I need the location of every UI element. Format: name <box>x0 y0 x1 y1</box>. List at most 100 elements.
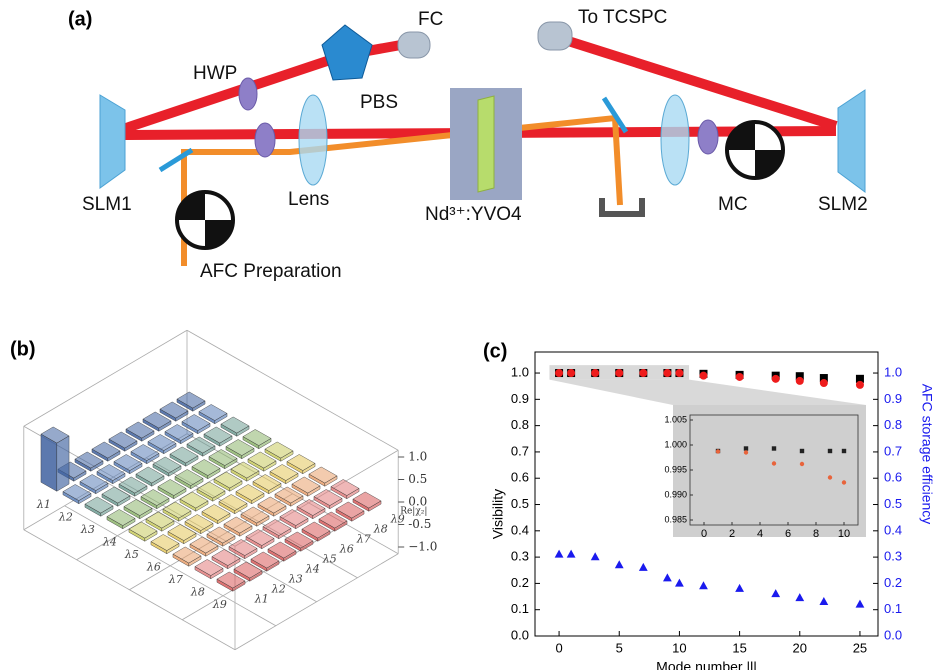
x-tick-label: 15 <box>732 640 746 655</box>
x-tick-label: 10 <box>672 640 686 655</box>
y2-tick-label: 0.2 <box>884 575 902 590</box>
point <box>820 379 828 387</box>
point <box>842 449 846 453</box>
y2-tick-label: 0.1 <box>884 601 902 616</box>
point <box>615 369 623 377</box>
component-label: To TCSPC <box>578 7 667 28</box>
x-tick-label: 0 <box>555 640 562 655</box>
point <box>615 560 624 568</box>
z-tick-label: −1.0 <box>408 540 437 554</box>
point <box>819 597 828 605</box>
panel-label: (a) <box>68 8 92 30</box>
col-label: λ5 <box>322 552 337 565</box>
point <box>699 372 707 380</box>
bar-side <box>57 436 69 491</box>
point <box>591 552 600 560</box>
zoom-funnel <box>549 380 866 405</box>
point <box>800 462 804 466</box>
point <box>744 450 748 454</box>
z-tick-label: 1.0 <box>408 450 427 464</box>
y-tick-label: 0.7 <box>511 443 529 458</box>
point <box>842 480 846 484</box>
y-axis-label: Visibility <box>490 489 506 539</box>
z-tick-label: 0.5 <box>408 472 427 486</box>
setup-diagram: (a) FC To TCSPC HWP PBS SLM1 Lens Nd³⁺:Y… <box>68 7 868 282</box>
component-label: Lens <box>288 189 329 210</box>
point <box>675 579 684 587</box>
col-label: λ7 <box>356 532 371 545</box>
y-tick-label: 0.8 <box>511 417 529 432</box>
z-tick-label: -0.5 <box>408 517 431 531</box>
point <box>591 369 599 377</box>
lens <box>299 95 327 185</box>
y-tick-label: 0.9 <box>511 391 529 406</box>
point <box>856 600 865 608</box>
point <box>796 377 804 385</box>
y2-tick-label: 0.7 <box>884 443 902 458</box>
inset-background <box>673 405 866 537</box>
y-tick-label: 0.0 <box>511 627 529 642</box>
y-tick-label: 0.5 <box>511 496 529 511</box>
y2-tick-label: 0.5 <box>884 496 902 511</box>
col-label: λ3 <box>288 572 303 585</box>
y2-tick-label: 0.9 <box>884 391 902 406</box>
point <box>555 550 564 558</box>
inset-x-tick-label: 10 <box>838 528 850 540</box>
col-label: λ1 <box>254 592 269 605</box>
crystal <box>478 96 494 192</box>
waveplate <box>698 120 718 154</box>
point <box>800 449 804 453</box>
row-label: λ3 <box>80 523 95 536</box>
coupler <box>398 32 430 58</box>
series <box>555 550 865 608</box>
point <box>736 373 744 381</box>
point <box>663 369 671 377</box>
point <box>856 381 864 389</box>
point <box>639 369 647 377</box>
lens <box>661 95 689 185</box>
col-label: λ2 <box>271 582 286 595</box>
point <box>744 446 748 450</box>
point <box>567 369 575 377</box>
point <box>735 584 744 592</box>
bar-side <box>41 434 57 491</box>
row-label: λ6 <box>146 561 161 574</box>
y2-tick-label: 0.8 <box>884 417 902 432</box>
figure: (a) FC To TCSPC HWP PBS SLM1 Lens Nd³⁺:Y… <box>0 0 935 670</box>
row-label: λ7 <box>168 573 183 586</box>
slm <box>838 90 865 192</box>
inset-y-tick-label: 0.985 <box>664 514 687 524</box>
panel-label: (c) <box>483 340 507 362</box>
y-tick-label: 1.0 <box>511 364 529 379</box>
point <box>795 593 804 601</box>
y-tick-label: 0.2 <box>511 575 529 590</box>
inset-y-tick-label: 1.000 <box>664 439 687 449</box>
point <box>567 550 576 558</box>
component-label: MC <box>718 194 748 215</box>
pbs <box>322 25 372 80</box>
component-label: Nd³⁺:YVO4 <box>425 204 522 225</box>
point <box>772 461 776 465</box>
coupler <box>538 22 572 50</box>
point <box>772 375 780 383</box>
row-label: λ4 <box>102 536 117 549</box>
y2-axis-label: AFC storage efficiency <box>919 384 935 525</box>
x-tick-label: 5 <box>616 640 623 655</box>
beam <box>184 118 620 266</box>
point <box>716 449 720 453</box>
inset-x-tick-label: 2 <box>729 528 735 540</box>
component-label: SLM1 <box>82 194 132 215</box>
x-tick-label: 25 <box>853 640 867 655</box>
col-label: λ8 <box>373 522 388 535</box>
point <box>828 449 832 453</box>
point <box>663 573 672 581</box>
col-label: λ4 <box>305 562 320 575</box>
x-tick-label: 20 <box>793 640 807 655</box>
row-label: λ5 <box>124 548 139 561</box>
y2-tick-label: 1.0 <box>884 364 902 379</box>
y-tick-label: 0.3 <box>511 549 529 564</box>
row-label: λ2 <box>58 511 73 524</box>
y2-tick-label: 0.6 <box>884 470 902 485</box>
inset-x-tick-label: 8 <box>813 528 819 540</box>
y-tick-label: 0.1 <box>511 601 529 616</box>
